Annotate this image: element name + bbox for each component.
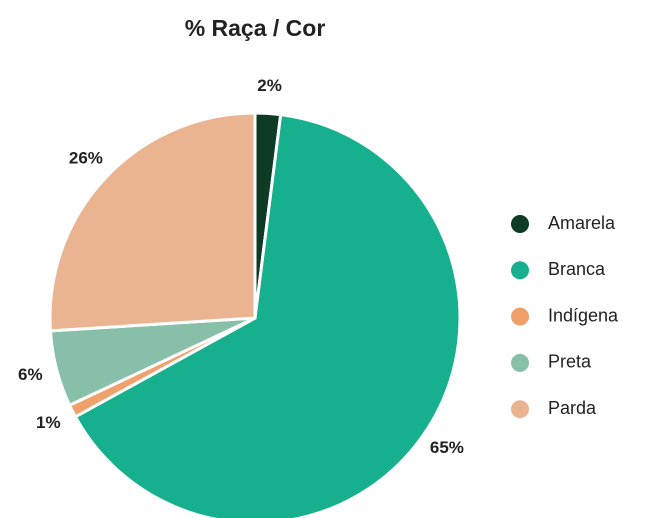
pie-slice — [48, 111, 257, 333]
data-label: 65% — [430, 438, 464, 457]
legend-label: Indígena — [548, 305, 619, 325]
legend-label: Parda — [548, 398, 597, 418]
data-label: 6% — [18, 365, 43, 384]
chart-title: % Raça / Cor — [185, 15, 326, 41]
legend-swatch — [511, 353, 529, 372]
legend-swatch — [511, 261, 529, 280]
legend-swatch — [511, 400, 529, 419]
legend-label: Preta — [548, 352, 592, 372]
pie-slice — [73, 112, 462, 518]
legend-label: Amarela — [548, 213, 616, 233]
data-label: 1% — [36, 413, 61, 432]
legend-swatch — [511, 307, 529, 326]
data-label: 2% — [257, 76, 282, 95]
data-label: 26% — [69, 149, 103, 168]
legend-label: Branca — [548, 259, 606, 279]
legend-swatch — [511, 215, 529, 233]
